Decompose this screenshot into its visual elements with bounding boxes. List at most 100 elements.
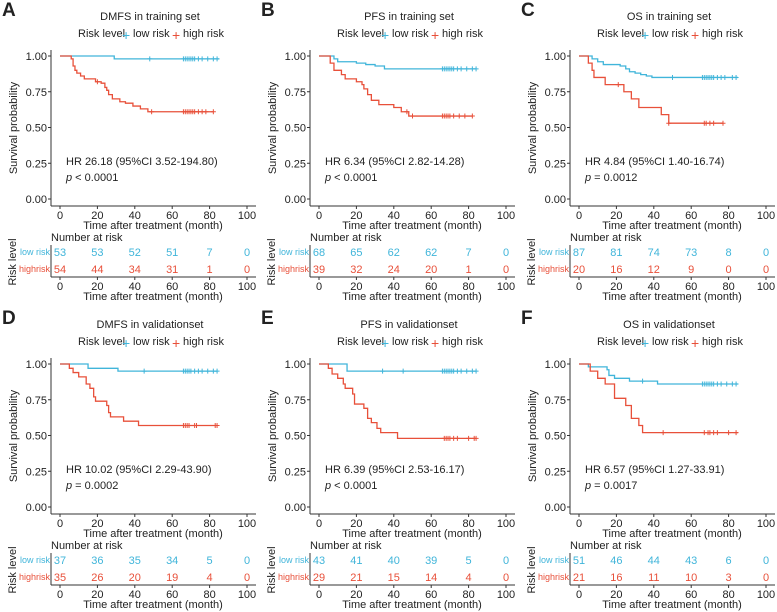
legend-low-label: low risk <box>652 336 689 348</box>
risk-x-axis-label: Time after treatment (month) <box>602 291 742 303</box>
curve-high <box>319 55 473 117</box>
censor-mark-low <box>722 74 728 80</box>
curve-low <box>579 55 738 79</box>
y-tick-label: 1.00 <box>26 51 47 63</box>
risk-x-tick-label: 100 <box>497 281 515 293</box>
censor-mark-high <box>194 422 200 428</box>
p-value-text: < 0.0001 <box>72 172 118 184</box>
y-tick-label: 0.25 <box>26 158 47 170</box>
x-tick-label: 20 <box>350 210 362 222</box>
y-tick-label: 0.00 <box>545 502 566 514</box>
risk-count-low: 0 <box>244 555 250 567</box>
risk-count-high: 26 <box>91 572 103 584</box>
hazard-ratio: HR 6.39 (95%CI 2.53-16.17) <box>325 464 464 476</box>
risk-count-high: 35 <box>54 572 66 584</box>
risk-table-title: Number at risk <box>570 540 642 552</box>
y-tick-label: 1.00 <box>285 359 306 371</box>
legend-low-label: low risk <box>392 28 429 40</box>
panel-letter: F <box>521 308 533 329</box>
p-value: p = 0.0002 <box>65 480 118 492</box>
risk-count-low: 52 <box>129 247 141 259</box>
risk-count-high: 0 <box>244 264 250 276</box>
risk-x-tick-label: 60 <box>166 589 178 601</box>
x-tick-label: 60 <box>425 518 437 530</box>
risk-count-high: 39 <box>313 264 325 276</box>
y-tick-label: 0.50 <box>545 123 566 135</box>
risk-x-tick-label: 80 <box>203 589 215 601</box>
x-tick-label: 100 <box>497 210 515 222</box>
x-tick-label: 80 <box>722 518 734 530</box>
censor-mark-high <box>473 435 479 441</box>
legend-high-marker: + <box>691 27 699 43</box>
legend-low-marker: + <box>381 335 389 351</box>
hazard-ratio: HR 26.18 (95%CI 3.52-194.80) <box>66 156 218 168</box>
risk-table-ylabel: Risk level <box>526 546 538 593</box>
censor-mark-low <box>147 56 153 62</box>
x-tick-label: 0 <box>316 210 322 222</box>
y-tick-label: 0.25 <box>545 466 566 478</box>
panel-title: PFS in training set <box>364 11 454 23</box>
risk-x-tick-label: 20 <box>610 589 622 601</box>
censor-mark-low <box>473 66 479 72</box>
legend-high-label: high risk <box>442 336 483 348</box>
risk-count-high: 19 <box>166 572 178 584</box>
risk-x-tick-label: 80 <box>462 281 474 293</box>
x-axis-label: Time after treatment (month) <box>602 220 742 232</box>
risk-x-tick-label: 100 <box>497 589 515 601</box>
risk-x-tick-label: 20 <box>91 281 103 293</box>
risk-x-tick-label: 60 <box>425 281 437 293</box>
censor-mark-high <box>451 113 457 119</box>
p-value-text: < 0.0001 <box>331 172 377 184</box>
y-axis-label: Survival probability <box>527 389 539 482</box>
risk-count-high: 15 <box>388 572 400 584</box>
p-value: p < 0.0001 <box>324 172 377 184</box>
legend-high-label: high risk <box>702 28 743 40</box>
hazard-ratio: HR 6.57 (95%CI 1.27-33.91) <box>585 464 724 476</box>
censor-mark-low <box>214 368 220 374</box>
risk-count-high: 14 <box>425 572 437 584</box>
risk-count-high: 1 <box>466 264 472 276</box>
risk-x-axis-label: Time after treatment (month) <box>83 291 223 303</box>
censor-mark-high <box>462 113 468 119</box>
risk-count-high: 0 <box>244 572 250 584</box>
x-tick-label: 20 <box>610 210 622 222</box>
y-axis-label: Survival probability <box>8 81 20 174</box>
risk-x-tick-label: 80 <box>203 281 215 293</box>
censor-mark-high <box>733 430 739 436</box>
risk-count-low: 0 <box>503 247 509 259</box>
risk-x-tick-label: 0 <box>57 281 63 293</box>
x-axis-label: Time after treatment (month) <box>602 528 742 540</box>
p-value-text: < 0.0001 <box>331 480 377 492</box>
risk-count-high: 31 <box>166 264 178 276</box>
curve-high <box>319 363 477 440</box>
x-tick-label: 0 <box>576 518 582 530</box>
panel-letter: A <box>2 0 16 21</box>
risk-count-high: 12 <box>648 264 660 276</box>
risk-count-low: 74 <box>648 247 660 259</box>
panel-letter: E <box>261 308 274 329</box>
censor-mark-high <box>214 422 220 428</box>
y-tick-label: 1.00 <box>26 359 47 371</box>
legend-low-marker: + <box>641 335 649 351</box>
x-tick-label: 100 <box>238 210 256 222</box>
risk-table-ylabel: Risk level <box>266 238 278 285</box>
risk-x-tick-label: 40 <box>648 281 660 293</box>
censor-mark-low <box>464 368 470 374</box>
censor-mark-high <box>456 113 462 119</box>
y-tick-label: 0.50 <box>26 123 47 135</box>
risk-x-axis-label: Time after treatment (month) <box>83 599 223 611</box>
risk-x-tick-label: 80 <box>722 281 734 293</box>
risk-count-high: 20 <box>425 264 437 276</box>
risk-x-tick-label: 0 <box>57 589 63 601</box>
risk-row-label-high: highrisk <box>278 572 310 582</box>
x-axis-label: Time after treatment (month) <box>342 220 482 232</box>
y-tick-label: 0.50 <box>285 431 306 443</box>
censor-mark-high <box>469 113 475 119</box>
x-tick-label: 80 <box>722 210 734 222</box>
legend-low-marker: + <box>122 335 130 351</box>
risk-count-low: 87 <box>573 247 585 259</box>
legend-title: Risk level <box>337 28 384 40</box>
censor-mark-low <box>464 66 470 72</box>
p-value: p < 0.0001 <box>324 480 377 492</box>
